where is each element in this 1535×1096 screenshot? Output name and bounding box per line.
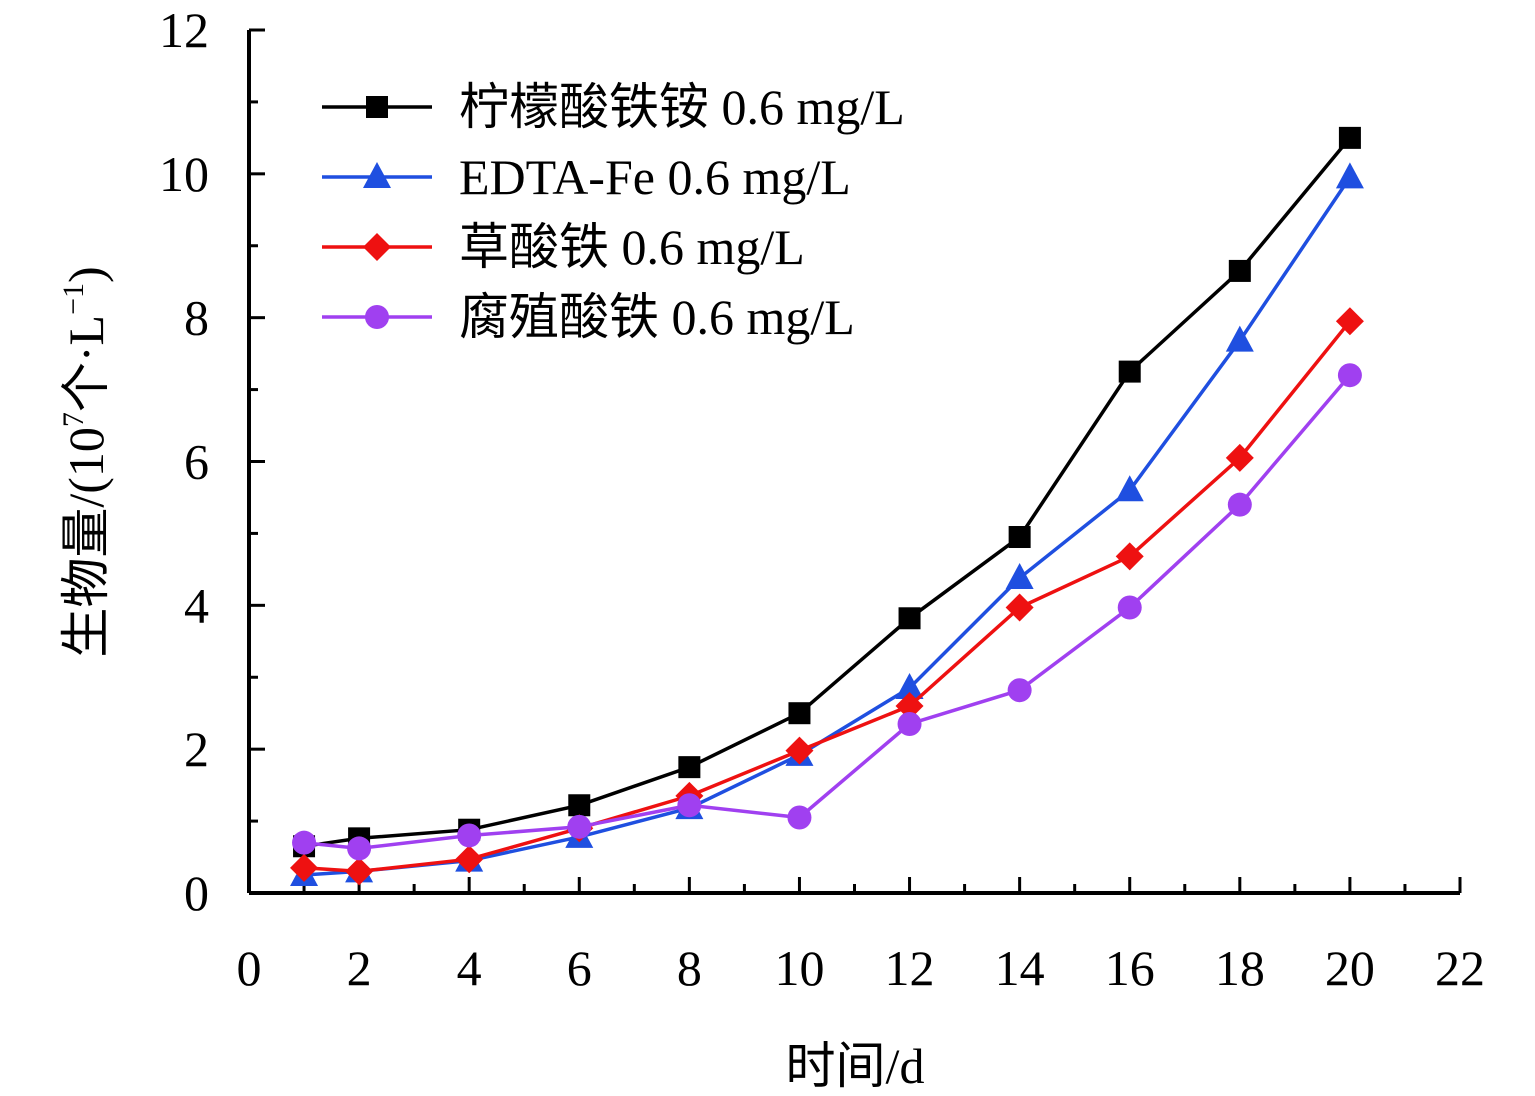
data-point	[895, 692, 924, 721]
legend-marker	[366, 96, 388, 118]
data-point	[1337, 363, 1362, 388]
data-point	[1335, 162, 1364, 189]
data-point	[457, 823, 482, 848]
legend-entry: 草酸铁 0.6 mg/L	[322, 219, 805, 275]
data-point	[1118, 360, 1141, 383]
y-tick-label: 6	[184, 434, 209, 490]
legend-marker	[365, 305, 389, 329]
x-tick-label: 6	[567, 940, 592, 996]
series-line	[303, 374, 1352, 851]
x-axis-title: 时间/d	[786, 1038, 925, 1094]
legend-label: EDTA-Fe 0.6 mg/L	[459, 149, 851, 205]
data-point	[1227, 492, 1252, 517]
data-point	[677, 793, 702, 818]
legend-marker	[363, 162, 391, 188]
data-point	[1005, 593, 1034, 622]
data-point	[895, 673, 924, 700]
x-tick-label: 18	[1215, 940, 1265, 996]
data-point	[568, 794, 591, 817]
y-axis-title-prefix: 生物量/(10	[58, 427, 114, 658]
y-tick-label: 2	[184, 721, 209, 777]
legend-label: 腐殖酸铁 0.6 mg/L	[459, 289, 855, 345]
y-axis-title: 生物量/(107个·L−1)	[57, 266, 114, 657]
series-3	[292, 363, 1362, 861]
data-point	[787, 805, 812, 830]
data-point	[345, 857, 374, 886]
data-point	[1115, 475, 1144, 502]
y-axis-title-mid: 个·L	[58, 315, 114, 412]
data-point	[347, 836, 372, 861]
y-axis-title-sup1: 7	[57, 412, 90, 427]
y-tick-label: 4	[184, 577, 209, 633]
x-tick-label: 22	[1435, 940, 1485, 996]
data-point	[1225, 325, 1254, 352]
data-point	[1005, 563, 1034, 590]
data-point	[785, 736, 814, 765]
x-tick-label: 0	[237, 940, 262, 996]
data-point	[290, 853, 319, 882]
tick-labels: 0 2 4 6 8 10 12 14 16 18 20 22 0 2 4 6 8 10 12	[159, 2, 1485, 996]
x-tick-label: 10	[774, 940, 824, 996]
series-layer	[290, 126, 1364, 887]
data-point	[455, 845, 484, 874]
legend-label: 草酸铁 0.6 mg/L	[459, 219, 805, 275]
legend-entry: 柠檬酸铁铵 0.6 mg/L	[322, 79, 905, 135]
y-tick-label: 8	[184, 290, 209, 346]
y-axis-title-group: 生物量/(107个·L−1)	[57, 266, 114, 657]
x-tick-label: 12	[885, 940, 935, 996]
legend-entry: 腐殖酸铁 0.6 mg/L	[322, 289, 855, 345]
series-2	[290, 307, 1364, 886]
series-line	[303, 176, 1352, 877]
data-point	[678, 756, 701, 779]
legend-entry: EDTA-Fe 0.6 mg/L	[322, 149, 851, 205]
x-tick-label: 8	[677, 940, 702, 996]
data-point	[567, 814, 592, 839]
data-point	[1228, 259, 1251, 282]
x-tick-label: 20	[1325, 940, 1375, 996]
data-point	[788, 702, 811, 725]
data-point	[1117, 595, 1142, 620]
data-point	[1225, 443, 1254, 472]
x-tick-label: 16	[1105, 940, 1155, 996]
data-point	[1338, 126, 1361, 149]
legend-marker	[363, 233, 391, 261]
y-tick-label: 10	[159, 146, 209, 202]
legend: 柠檬酸铁铵 0.6 mg/L EDTA-Fe 0.6 mg/L 草酸铁 0.6 mg…	[322, 79, 905, 345]
series-1	[290, 162, 1364, 887]
y-tick-label: 0	[184, 865, 209, 921]
data-point	[1335, 307, 1364, 336]
legend-label: 柠檬酸铁铵 0.6 mg/L	[459, 79, 905, 135]
data-point	[1007, 678, 1032, 703]
data-point	[897, 711, 922, 736]
data-point	[292, 830, 317, 855]
x-tick-label: 14	[995, 940, 1045, 996]
x-tick-label: 4	[457, 940, 482, 996]
ticks	[247, 28, 1462, 895]
y-axis-title-suffix: )	[58, 266, 114, 283]
y-tick-label: 12	[159, 2, 209, 58]
y-axis-title-sup2: −1	[57, 283, 90, 315]
x-tick-label: 2	[347, 940, 372, 996]
data-point	[1115, 542, 1144, 571]
data-point	[898, 607, 921, 630]
data-point	[1008, 526, 1031, 549]
